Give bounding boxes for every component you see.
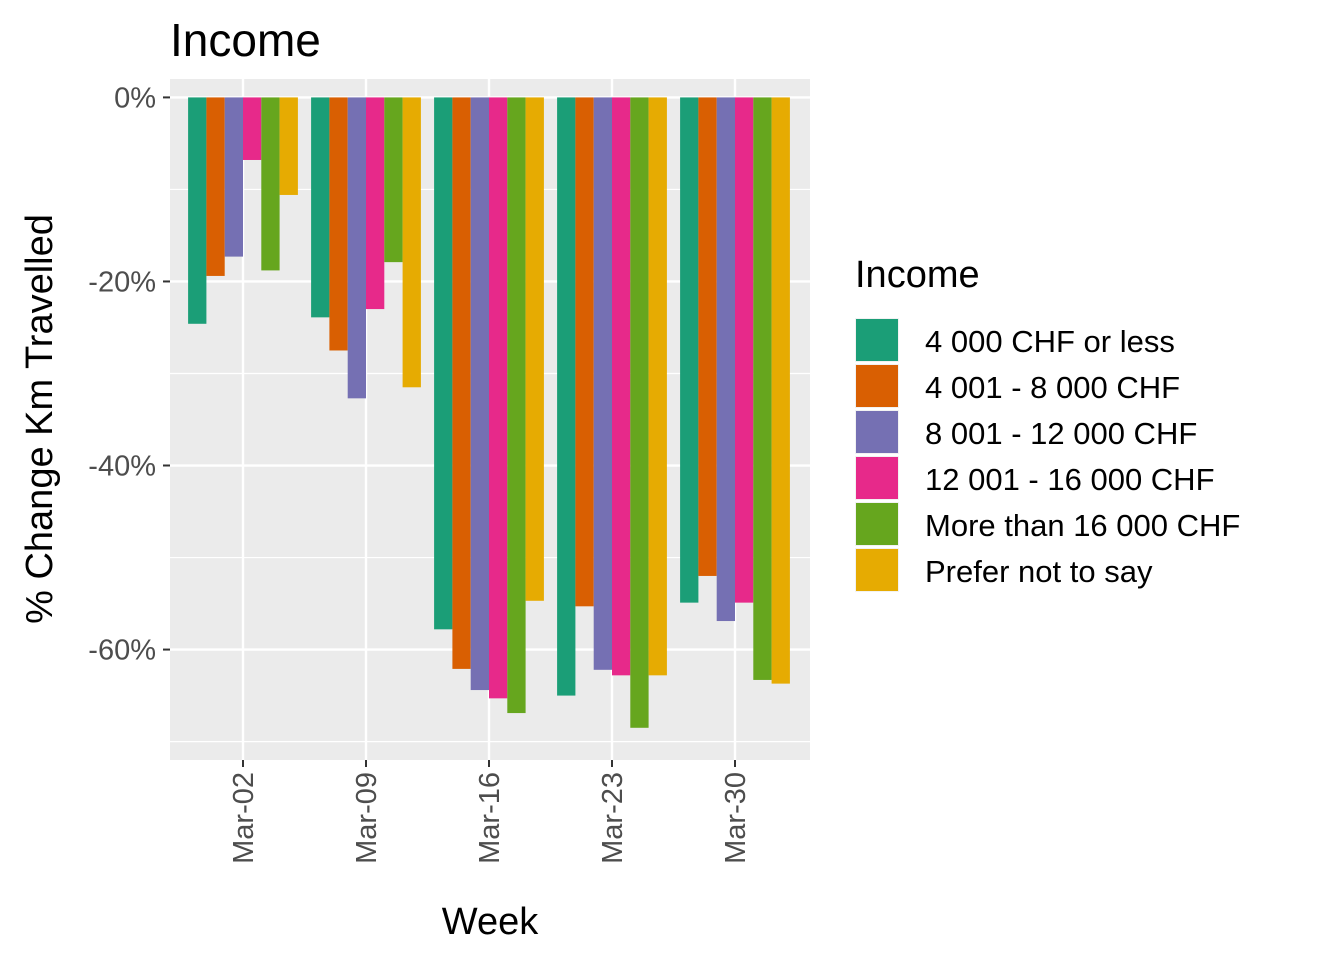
bar	[557, 97, 576, 696]
x-axis: Mar-02 Mar-09 Mar-16 Mar-23 Mar-30	[228, 760, 752, 864]
y-tick-label: -60%	[88, 635, 156, 667]
y-tick-label: -40%	[88, 451, 156, 483]
bar	[648, 97, 667, 676]
bar	[771, 97, 790, 684]
legend-label: 4 000 CHF or less	[925, 324, 1175, 359]
bar	[206, 97, 225, 276]
x-axis-title: Week	[442, 901, 539, 943]
y-axis: 0% -20% -40% -60%	[88, 82, 170, 667]
bar	[279, 97, 298, 195]
legend: Income 4 000 CHF or less 4 001 - 8 000 CH…	[855, 254, 1240, 592]
legend-swatch	[856, 365, 898, 407]
legend-title: Income	[855, 254, 980, 296]
bar	[384, 97, 403, 263]
bar	[366, 97, 385, 310]
bar	[329, 97, 348, 351]
y-tick-label: 0%	[114, 82, 156, 114]
legend-swatch	[856, 549, 898, 591]
legend-swatch	[856, 503, 898, 545]
x-tick-label: Mar-30	[720, 772, 752, 864]
legend-label: 8 001 - 12 000 CHF	[925, 416, 1197, 451]
legend-label: More than 16 000 CHF	[925, 508, 1240, 543]
chart-title: Income	[170, 14, 321, 66]
bar	[698, 97, 717, 576]
x-tick-label: Mar-09	[351, 772, 383, 864]
bar	[452, 97, 471, 669]
x-tick-label: Mar-23	[597, 772, 629, 864]
bar	[575, 97, 594, 607]
bar	[612, 97, 631, 676]
bar	[188, 97, 207, 324]
bar	[753, 97, 772, 680]
bars	[188, 97, 790, 728]
bar	[224, 97, 243, 257]
bar	[402, 97, 421, 388]
legend-label: 12 001 - 16 000 CHF	[925, 462, 1215, 497]
bar	[434, 97, 453, 630]
bar	[347, 97, 366, 399]
bar	[261, 97, 280, 271]
x-tick-label: Mar-16	[474, 772, 506, 864]
bar	[735, 97, 754, 603]
bar	[716, 97, 735, 622]
bar	[680, 97, 699, 603]
bar	[243, 97, 262, 160]
bar	[470, 97, 489, 691]
bar	[525, 97, 544, 601]
legend-swatch	[856, 457, 898, 499]
bar	[489, 97, 508, 699]
bar	[593, 97, 612, 670]
legend-label: 4 001 - 8 000 CHF	[925, 370, 1180, 405]
legend-swatch	[856, 319, 898, 361]
bar	[507, 97, 526, 714]
y-axis-title: % Change Km Travelled	[19, 214, 61, 624]
bar	[630, 97, 649, 728]
legend-label: Prefer not to say	[925, 554, 1153, 589]
x-tick-label: Mar-02	[228, 772, 260, 864]
bar	[311, 97, 330, 318]
legend-swatch	[856, 411, 898, 453]
y-tick-label: -20%	[88, 266, 156, 298]
